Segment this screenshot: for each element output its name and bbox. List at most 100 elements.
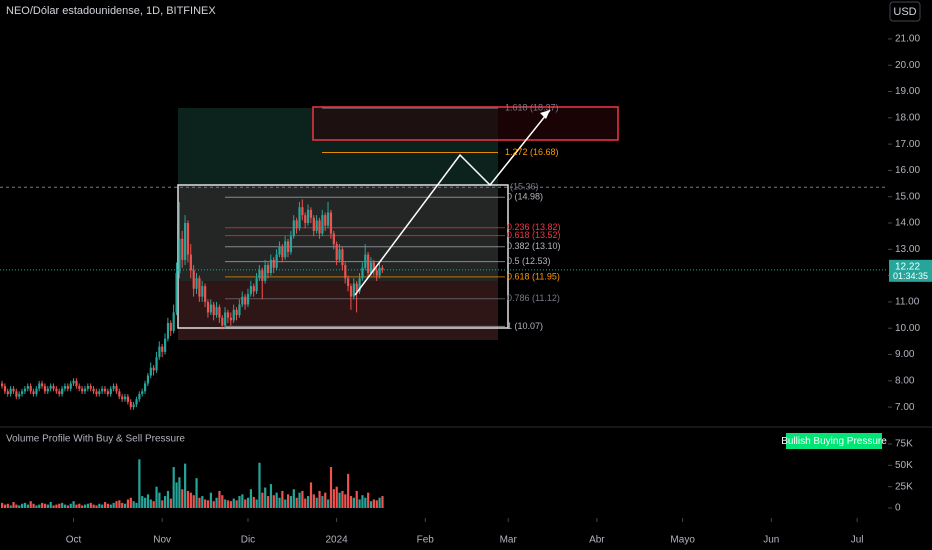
candle-body (286, 241, 290, 252)
candle-body (221, 317, 224, 326)
candle-body (83, 388, 87, 392)
x-tick-label: 2024 (325, 535, 348, 546)
volume-bar (301, 490, 304, 508)
volume-bar (72, 501, 75, 508)
candle-body (86, 386, 89, 389)
range-zone (178, 185, 498, 281)
candle-body (338, 249, 341, 260)
candle-body (226, 312, 230, 318)
candle-body (9, 388, 12, 394)
volume-bar (149, 499, 152, 508)
candle-body (52, 386, 55, 389)
candle-body (298, 207, 301, 229)
volume-bar (335, 486, 338, 508)
volume-bar (195, 478, 198, 508)
candle-body (204, 286, 207, 302)
candle-body (126, 396, 130, 402)
volume-bar (238, 496, 241, 508)
currency-box[interactable] (889, 1, 921, 22)
y-tick-label: 13.00 (895, 244, 920, 255)
candle-body (32, 391, 35, 394)
volume-bar (78, 503, 81, 508)
volume-bar (61, 502, 64, 508)
signal-badge (786, 433, 882, 449)
volume-bar (218, 490, 221, 508)
volume-tick-label: 50K (895, 460, 913, 471)
candle-body (218, 307, 221, 318)
candle-body (106, 391, 110, 394)
candle-body (172, 312, 175, 331)
currency: USD (893, 6, 916, 18)
fib-label: 0.5 (12.53) (507, 256, 551, 266)
arrow-head (540, 110, 550, 119)
volume-bar (312, 494, 315, 508)
candle-body (141, 391, 144, 394)
projection-arrow (354, 109, 551, 296)
candle-body (55, 388, 58, 392)
candle-body (244, 296, 247, 305)
y-tick-label: 17.00 (895, 139, 920, 150)
volume-bar (123, 503, 127, 508)
candle-body (212, 304, 215, 316)
fib-label: 1 (10.07) (507, 321, 543, 331)
volume-bar (281, 490, 284, 508)
candle-body (43, 386, 47, 392)
candle-body (224, 312, 227, 326)
candle-body (375, 270, 378, 276)
candle-body (186, 223, 190, 255)
candle-body (109, 388, 112, 394)
volume-bar (126, 499, 130, 508)
volume-bar (92, 504, 95, 508)
volume-bar (204, 499, 207, 508)
candle-body (232, 309, 235, 321)
volume-bar (332, 489, 335, 508)
volume-bar (286, 494, 290, 508)
candle-body (98, 391, 101, 394)
x-tick-label: Jul (851, 535, 864, 546)
volume-bar (369, 501, 373, 508)
fib-label: 0.236 (13.82) (507, 222, 561, 232)
candle-body (201, 286, 204, 297)
chart-title: NEO/Dólar estadounidense, 1D, BITFINEX (6, 5, 216, 17)
volume-bar (252, 496, 255, 508)
volume-bar (23, 502, 27, 508)
volume-bar (327, 499, 330, 508)
candle-body (229, 317, 232, 321)
volume-bar (66, 505, 69, 508)
volume-bar (152, 501, 155, 508)
volume-bar (32, 503, 35, 508)
candle-body (49, 386, 52, 389)
volume-bar (6, 503, 9, 508)
volume-tick-label: 75K (895, 439, 913, 450)
signal-text: Bullish Buying Pressure (781, 436, 887, 447)
volume-bar (289, 496, 293, 508)
candle-body (318, 220, 321, 234)
volume-bar (112, 502, 115, 508)
candle-body (161, 346, 164, 352)
volume-bar (186, 490, 190, 508)
resistance-label: (15.36) (510, 182, 539, 192)
volume-bar (181, 489, 184, 508)
candle-body (92, 388, 95, 392)
candle-body (15, 391, 18, 397)
volume-bar (201, 496, 204, 508)
fib-label: 0.382 (13.10) (507, 241, 561, 251)
volume-bar (101, 504, 104, 508)
volume-bar (295, 497, 298, 508)
volume-bar (249, 489, 253, 508)
candle-body (146, 375, 150, 384)
y-tick-label: 7.00 (895, 402, 915, 413)
candle-body (78, 386, 81, 389)
volume-bar (226, 500, 230, 508)
volume-bar (341, 490, 344, 508)
volume-bar (146, 494, 150, 508)
candle-body (367, 254, 370, 273)
candle-body (158, 346, 161, 358)
volume-bar (189, 492, 192, 508)
candle-body (238, 304, 241, 316)
candle-body (378, 267, 381, 276)
volume-bar (63, 504, 67, 508)
x-tick-label: Mayo (670, 535, 695, 546)
y-tick-label: 11.00 (895, 297, 920, 308)
volume-bar (43, 503, 47, 508)
